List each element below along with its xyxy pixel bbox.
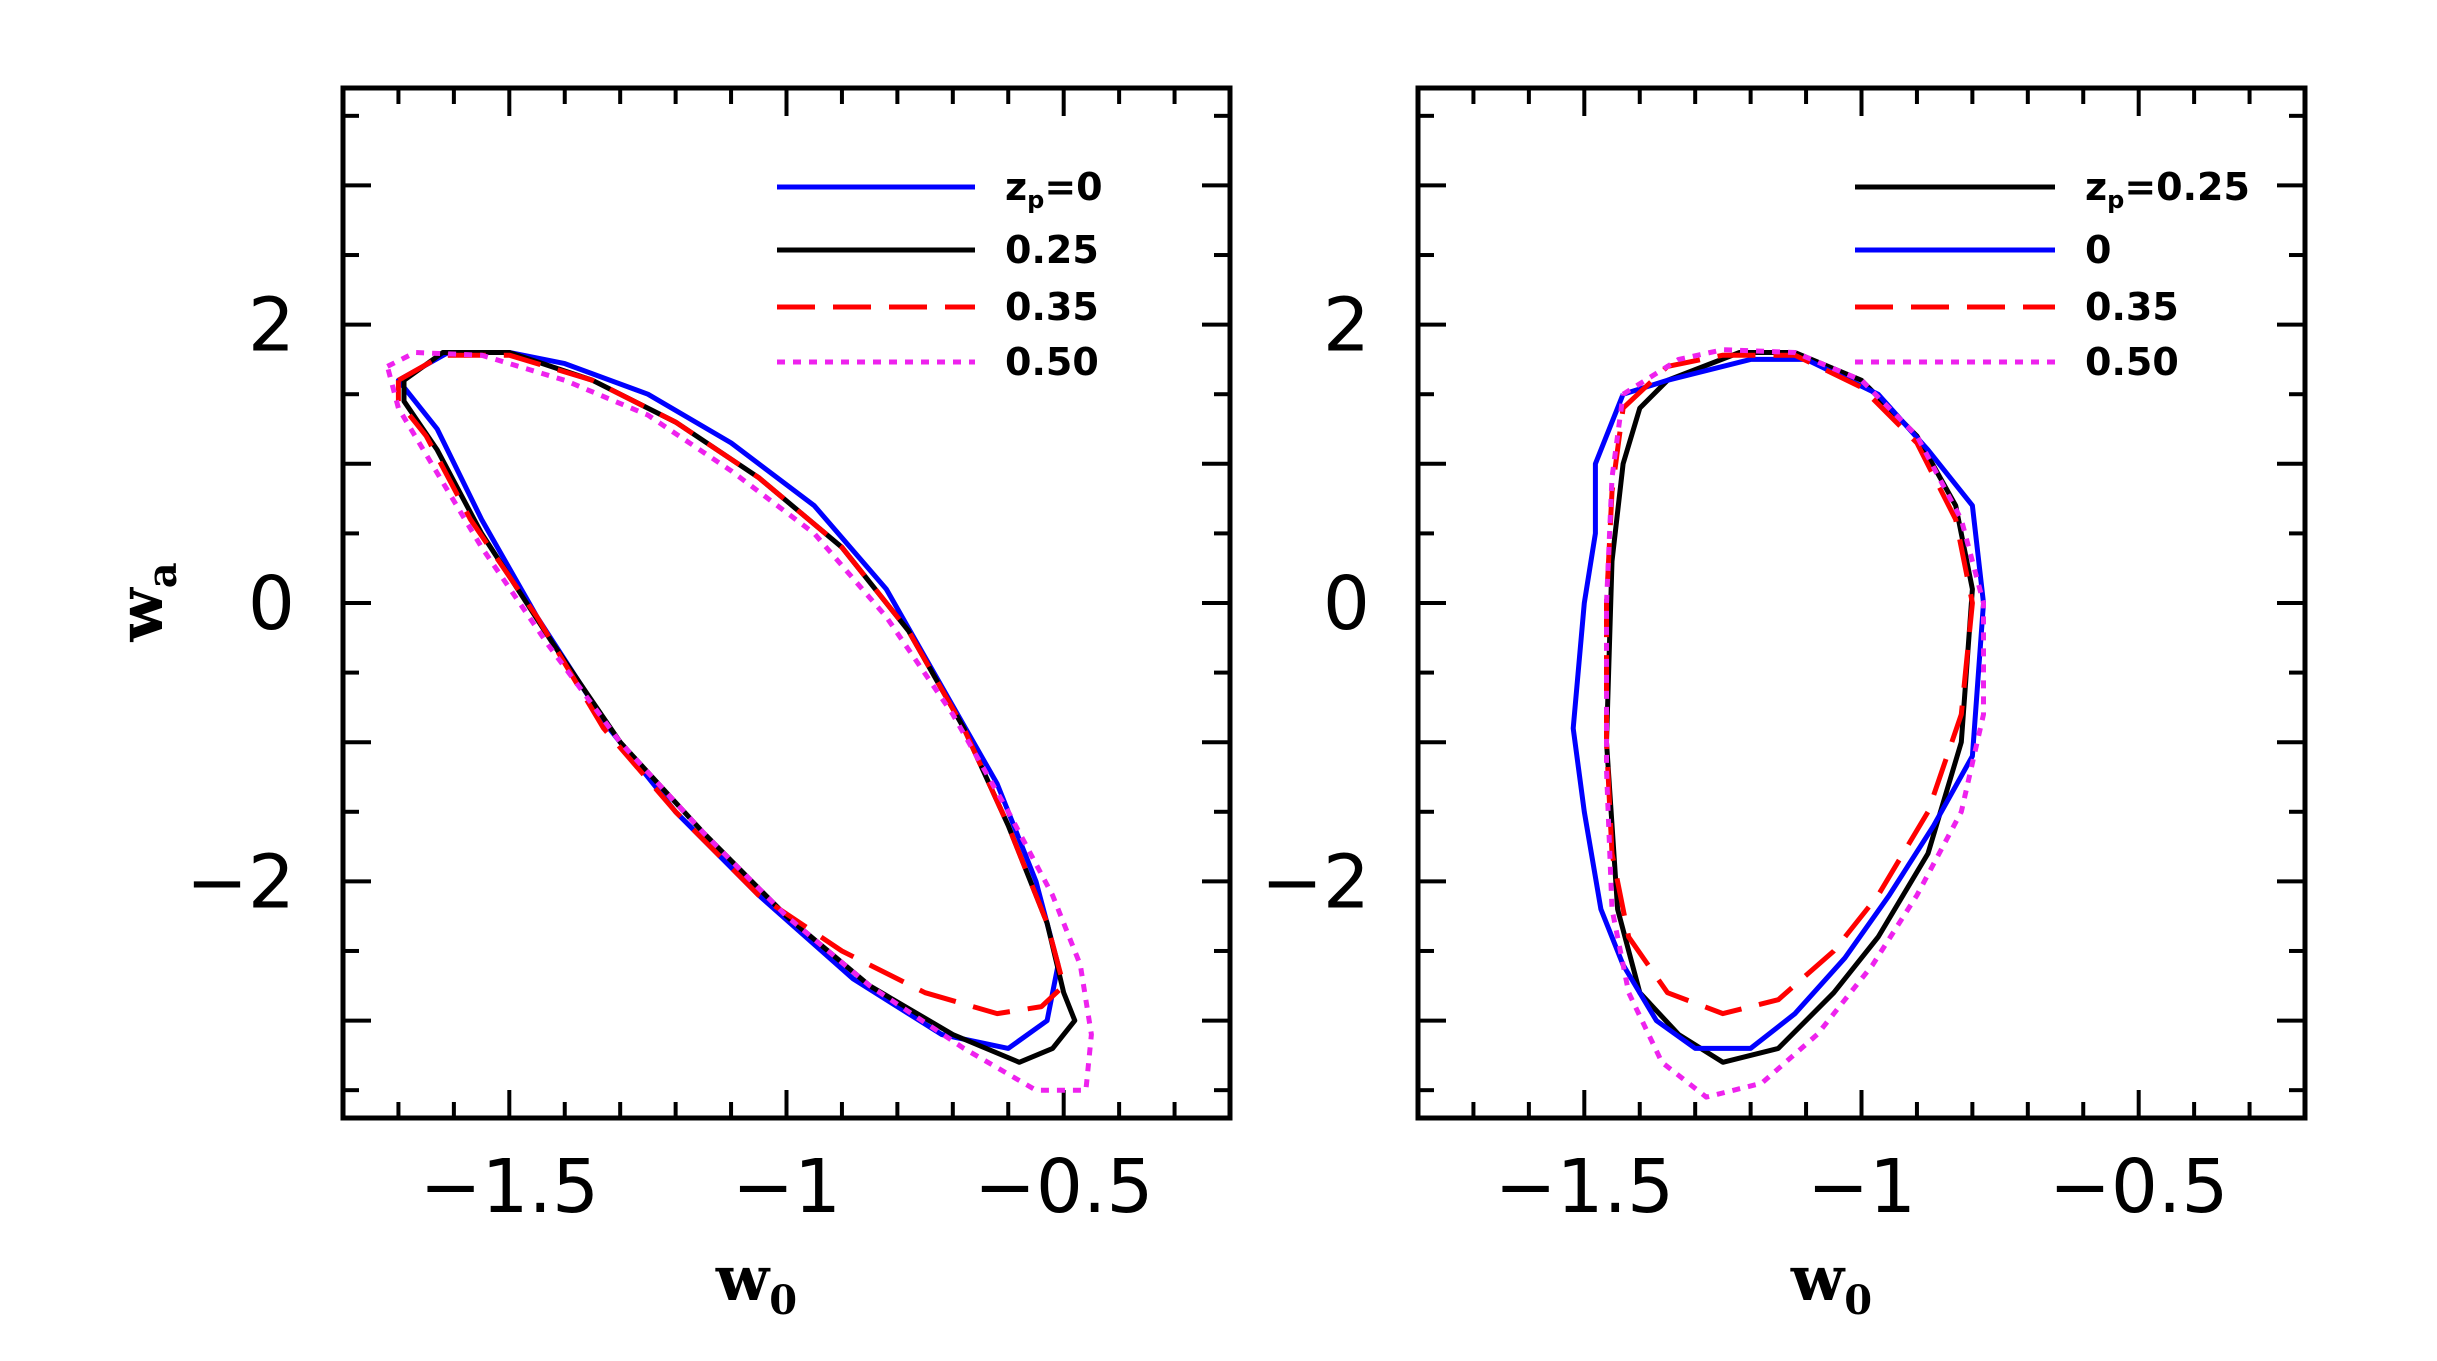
legend-label: zp=0 xyxy=(1005,165,1103,214)
legend-entry: 0.35 xyxy=(777,285,1099,329)
legend-entry: 0.25 xyxy=(777,228,1099,272)
y-tick-label: 0 xyxy=(248,561,295,647)
x-tick-label: −1.5 xyxy=(419,1144,599,1230)
y-tick-label: 0 xyxy=(1323,561,1370,647)
tick-marks xyxy=(341,88,1232,1118)
contour-0-50 xyxy=(384,350,1094,1093)
x-tick-label: −0.5 xyxy=(974,1144,1154,1230)
legend-entry: zp=0 xyxy=(777,165,1103,214)
legend-entry: 0.35 xyxy=(1855,285,2179,329)
legend-entry: 0 xyxy=(1855,228,2111,272)
legend-label: 0.25 xyxy=(1005,228,1099,272)
legend-label: 0.35 xyxy=(1005,285,1099,329)
y-tick-label: −2 xyxy=(186,839,295,925)
plot-frame xyxy=(1415,85,2308,1121)
x-tick-label: −1.5 xyxy=(1494,1144,1674,1230)
y-tick-label: 2 xyxy=(248,283,295,369)
legend-label: 0.50 xyxy=(2085,340,2179,384)
x-axis-label: w0 xyxy=(715,1242,797,1324)
legend-entry: zp=0.25 xyxy=(1855,165,2250,214)
contour-0-50 xyxy=(1604,347,1986,1100)
legend-label: zp=0.25 xyxy=(2085,165,2250,214)
x-tick-label: −1 xyxy=(732,1144,841,1230)
y-tick-label: 2 xyxy=(1323,283,1370,369)
contour-zp-0 xyxy=(395,350,1061,1051)
legend-label: 0.50 xyxy=(1005,340,1099,384)
contour-0-25 xyxy=(401,350,1078,1065)
y-axis-label: wa xyxy=(104,562,186,642)
x-tick-label: −0.5 xyxy=(2049,1144,2229,1230)
legend-entry: 0.50 xyxy=(777,340,1099,384)
contour-curves xyxy=(384,350,1094,1093)
contour-0-35 xyxy=(395,352,1067,1017)
contour-curves xyxy=(1570,347,1986,1100)
legend-entry: 0.50 xyxy=(1855,340,2179,384)
x-tick-label: −1 xyxy=(1807,1144,1916,1230)
contour-zp-0-25 xyxy=(1604,350,1975,1065)
left-panel: −1.5 −1 −0.5 −2 0 2 w0 wa zp=0 0.25 0.35 0.50 xyxy=(104,85,1233,1324)
contour-0-35 xyxy=(1604,352,1975,1017)
y-tick-label: −2 xyxy=(1261,839,1370,925)
tick-marks xyxy=(1416,88,2307,1118)
legend-label: 0.35 xyxy=(2085,285,2179,329)
x-axis-label: w0 xyxy=(1790,1242,1872,1324)
legend-label: 0 xyxy=(2085,228,2111,272)
right-panel: −1.5 −1 −0.5 −2 0 2 w0 zp=0.25 0 0.35 0.50 xyxy=(1261,85,2308,1324)
